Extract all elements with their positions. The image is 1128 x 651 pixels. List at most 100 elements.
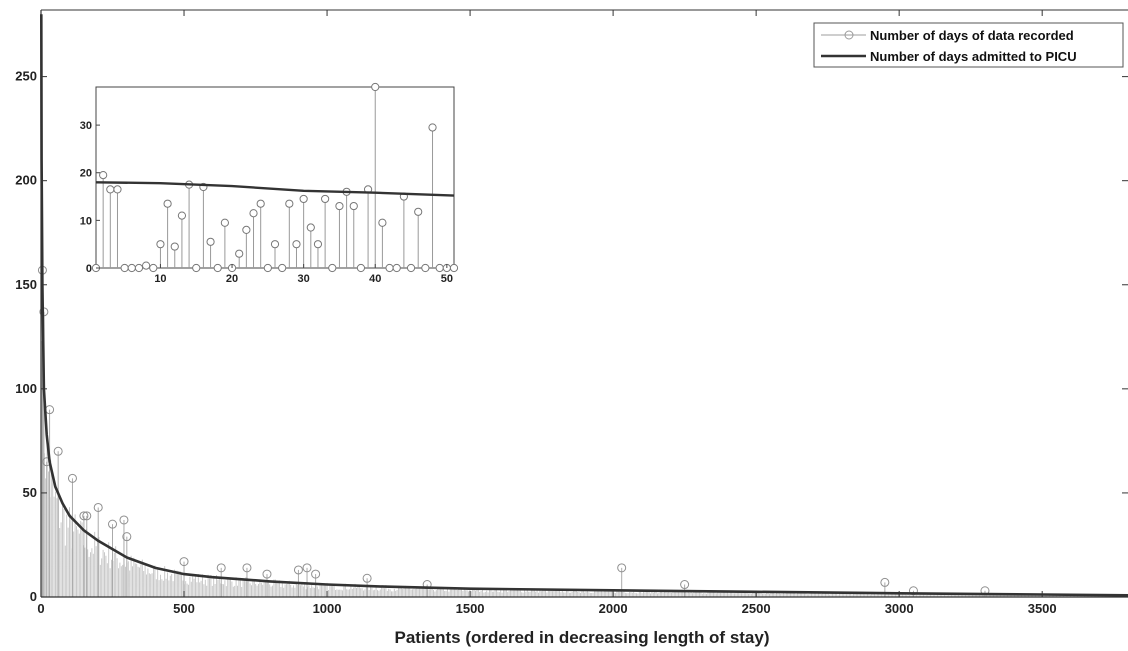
inset-stem-point [356, 263, 366, 273]
inset-stem-point [299, 194, 308, 268]
inset-stem-point [449, 263, 459, 273]
x-tick-label: 0 [37, 601, 44, 616]
inset-stem-marker [356, 263, 366, 273]
inset-stem-marker [371, 82, 380, 92]
inset-stem-point [385, 263, 394, 273]
stem-marker [293, 565, 303, 575]
inset-stem-point [142, 261, 151, 270]
inset-stem-point [249, 209, 258, 268]
x-tick-label: 1000 [313, 601, 342, 616]
inset-stem-marker [106, 185, 115, 194]
inset-admitted-line [95, 181, 455, 197]
inset-stem-point [213, 263, 222, 273]
stem-point [242, 563, 252, 597]
stem-point [880, 577, 890, 597]
legend: Number of days of data recorded Number o… [813, 22, 1124, 68]
stem-marker [311, 569, 321, 579]
legend-marker-stem-circle [844, 30, 854, 40]
inset-stem-point [435, 263, 444, 273]
inset-stem-point [263, 263, 272, 273]
inset-stem-marker [134, 263, 144, 273]
stem-marker [122, 532, 132, 542]
inset-stem-marker [313, 240, 323, 249]
inset-stem-point [113, 185, 122, 268]
inset-stem-marker [177, 211, 187, 220]
admitted-line [40, 14, 1128, 597]
stem-marker [302, 563, 312, 573]
stem-marker [262, 569, 272, 579]
stem-marker [119, 515, 129, 525]
inset-x-tick-label: 50 [441, 273, 453, 285]
main-line-series [40, 14, 1128, 597]
x-tick-label: 500 [173, 601, 195, 616]
main-tick-labels: 0 500 1000 1500 2000 2500 3000 3500050100150200… [15, 69, 1056, 616]
inset-stem-marker [220, 218, 229, 227]
inset-stem-marker [249, 209, 258, 218]
inset-stem-point [313, 240, 323, 268]
y-tick-label: 50 [23, 485, 37, 500]
stem-marker [362, 573, 372, 583]
inset-stem-marker [206, 237, 215, 246]
inset-stem-marker [414, 207, 423, 216]
stem-point [122, 532, 132, 597]
x-tick-label: 1500 [456, 601, 485, 616]
stem-marker [79, 511, 89, 521]
stem-point [311, 569, 321, 597]
legend-label-admitted: Number of days admitted to PICU [870, 49, 1077, 64]
inset-stem-marker [321, 194, 330, 204]
inset-stem-marker [292, 240, 301, 249]
inset-stem-point [120, 263, 129, 273]
inset-stem-point [149, 263, 158, 273]
inset-stem-point [306, 223, 315, 268]
stem-marker [880, 577, 890, 587]
inset-stem-marker [113, 185, 122, 194]
stem-point [93, 502, 103, 597]
inset-stem-point [428, 123, 437, 268]
inset-stem-point [235, 249, 244, 268]
inset-stem-point [206, 237, 215, 268]
inset-x-tick-label: 40 [369, 273, 381, 285]
stem-marker [179, 557, 189, 567]
inset-x-tick-label: 30 [298, 273, 310, 285]
y-tick-label: 100 [15, 381, 37, 396]
stem-marker [242, 563, 252, 573]
inset-stem-marker [306, 223, 315, 232]
inset-tick-labels: 10 20 30 40 50 0 10 20 30 [80, 120, 453, 285]
inset-stem-marker [213, 263, 222, 273]
inset-chart: 10 20 30 40 50 0 10 20 30 [80, 82, 459, 285]
inset-stem-point [106, 185, 115, 268]
inset-stem-marker [156, 240, 165, 249]
inset-stem-marker [270, 240, 280, 249]
inset-stem-point [363, 185, 373, 268]
inset-stem-point [127, 263, 136, 273]
stem-point [108, 519, 118, 597]
inset-stem-point [256, 199, 265, 268]
inset-line-series [95, 181, 455, 197]
inset-stem-point [335, 201, 344, 268]
inset-y-tick-label: 10 [80, 215, 92, 227]
inset-stem-point [220, 218, 229, 268]
x-tick-label: 2500 [742, 601, 771, 616]
stem-marker [680, 580, 690, 590]
inset-x-tick-label: 10 [154, 273, 166, 285]
inset-stem-marker [299, 194, 308, 204]
inset-stem-point [371, 82, 380, 268]
stem-marker [108, 519, 118, 529]
stem-point [67, 473, 77, 597]
inset-stem-marker [99, 171, 108, 180]
inset-stem-marker [392, 263, 401, 273]
x-axis-title: Patients (ordered in decreasing length o… [394, 628, 769, 647]
inset-stem-marker [149, 263, 158, 273]
inset-stem-point [349, 201, 358, 268]
legend-label-data-recorded: Number of days of data recorded [870, 28, 1074, 43]
y-tick-label: 0 [30, 589, 37, 604]
stem-marker [82, 511, 92, 521]
inset-stem-point [321, 194, 330, 268]
stem-marker [908, 586, 918, 596]
inset-stem-point [392, 263, 401, 273]
stem-point [82, 511, 92, 597]
inset-y-tick-label: 20 [80, 168, 92, 180]
inset-x-tick-label: 20 [226, 273, 238, 285]
